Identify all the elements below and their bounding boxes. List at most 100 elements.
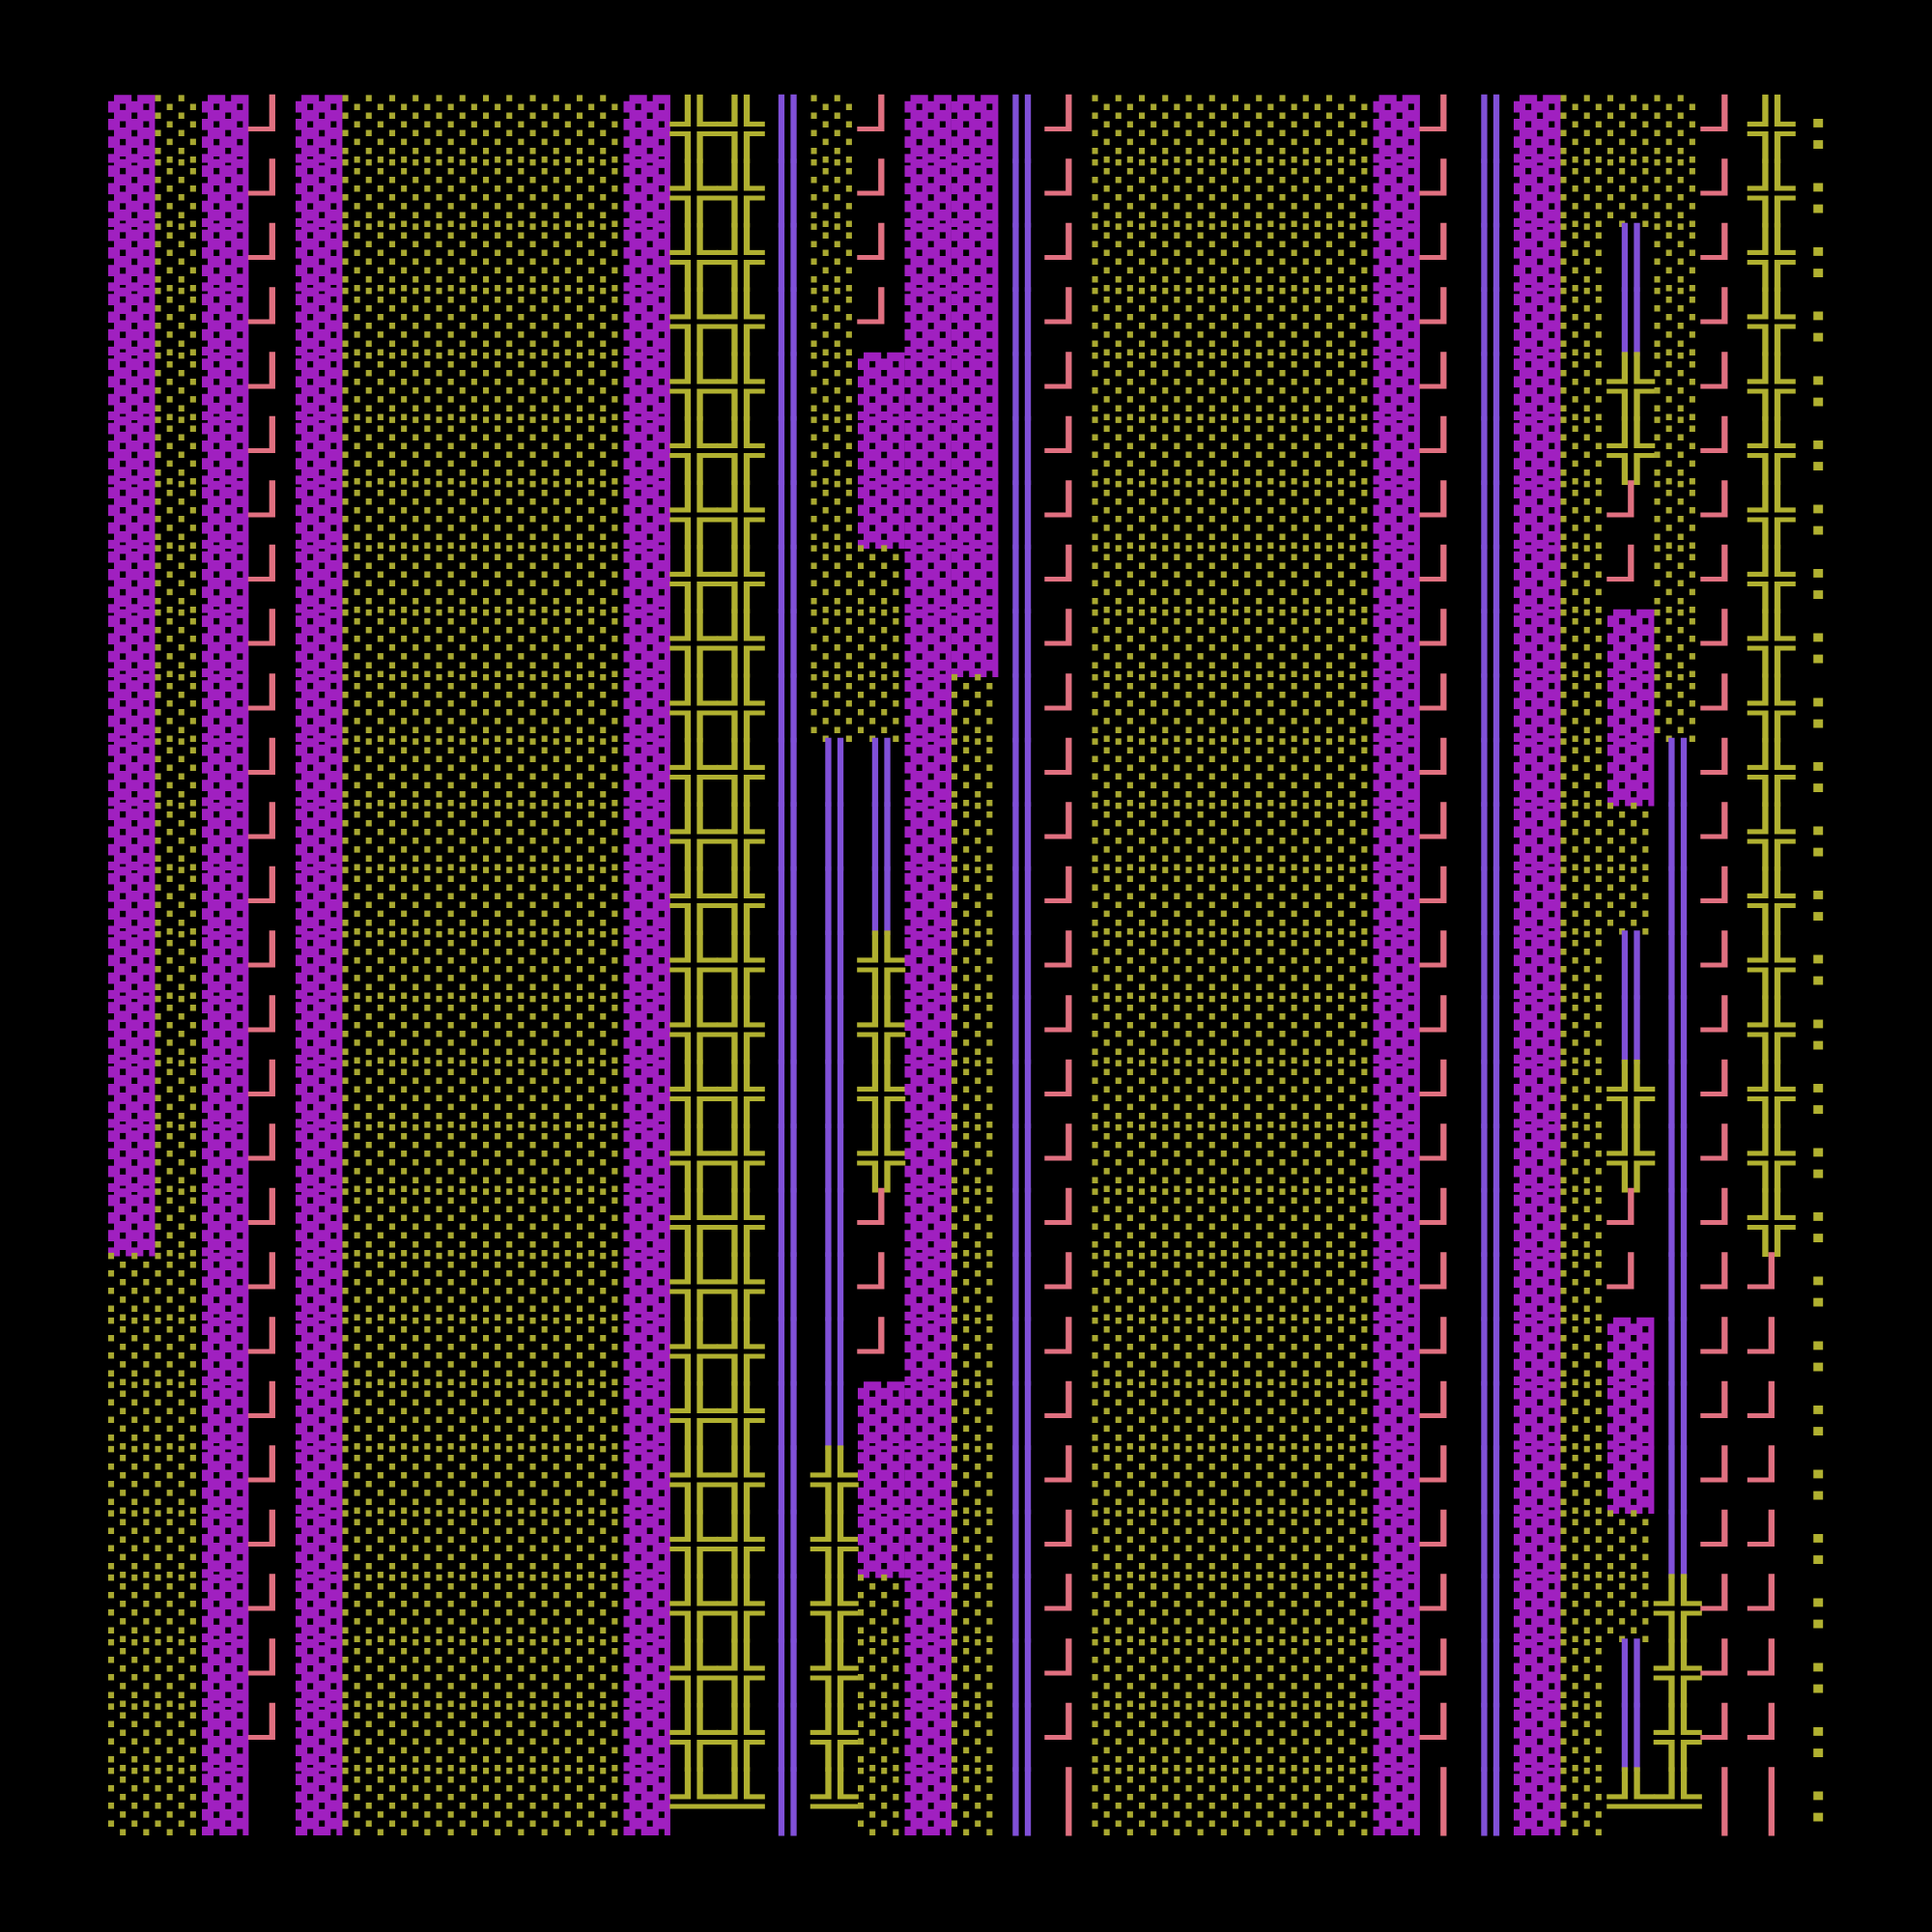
cell: ┘ [1700,1509,1748,1578]
cell: ╬ [716,415,765,486]
cell: ░ [437,1381,484,1450]
cell: ┘ [1044,802,1093,871]
cell: ░ [437,1703,484,1772]
cell: ░ [530,673,578,742]
cell: ╬ [1606,415,1656,486]
cell: : [1795,1576,1842,1643]
cell: ░ [1561,738,1608,807]
cell: ░ [1326,738,1374,807]
cell: ▓ [108,481,156,550]
cell: ░ [1186,95,1234,163]
cell: ┘ [1419,802,1467,871]
cell: ░ [577,481,624,550]
cell: ┘ [1606,1187,1655,1257]
cell: ░ [389,95,437,163]
cell: ░ [156,738,203,807]
cell: ░ [1139,95,1186,163]
cell: ░ [156,673,203,742]
cell: ▓ [858,1446,906,1515]
cell: ▓ [296,867,344,935]
cell: ░ [437,867,484,935]
cell: : [1795,1061,1842,1128]
cell: ╬ [669,1252,719,1322]
cell: ░ [1139,1446,1186,1515]
cell: ░ [1326,416,1374,485]
cell: ▓ [296,1253,344,1321]
cell: ░ [577,288,624,356]
cell: ░ [530,610,578,678]
cell: ░ [437,1446,484,1515]
cell: ┘ [247,1637,296,1707]
cell: ░ [1093,288,1140,356]
cell: ░ [1607,1575,1655,1643]
cell: ░ [1326,1768,1374,1836]
cell: ░ [577,159,624,228]
cell: ░ [530,867,578,935]
cell: ┘ [857,1187,905,1257]
cell: ╬ [669,1123,719,1194]
cell: ▓ [202,352,250,420]
cell: ┘ [247,287,296,356]
cell: ░ [1561,545,1608,613]
cell: ║ [764,415,811,485]
cell: ║ [1607,222,1655,292]
cell: ┘ [247,351,296,420]
cell: ░ [1326,352,1374,420]
cell: ┘ [1700,544,1748,613]
cell: ░ [1233,995,1280,1064]
cell: ┘ [1044,1702,1093,1772]
cell: ░ [156,995,203,1064]
cell: ▓ [296,1060,344,1128]
cell: ║ [764,1767,811,1836]
cell: ░ [1139,673,1186,742]
cell: ║ [764,1445,811,1515]
cell: ┘ [1419,866,1467,935]
cell: ║ [1655,994,1702,1064]
cell: ░ [1233,545,1280,613]
cell: ║ [1467,1574,1515,1643]
cell: ░ [952,1446,999,1515]
cell: ░ [437,1317,484,1385]
cell: ░ [1561,867,1608,935]
cell: ▓ [1374,1253,1422,1321]
cell: : [1795,674,1842,742]
cell: : [1795,353,1842,420]
cell: ╬ [669,415,719,486]
cell: ┘ [1700,737,1748,807]
cell: ║ [1467,737,1515,807]
cell: : [1795,96,1842,163]
cell: ▓ [905,1575,953,1643]
cell: ░ [577,1446,624,1515]
cell: : [1795,1511,1842,1578]
cell: ░ [530,352,578,420]
cell: ░ [1233,1124,1280,1193]
cell: ║ [764,480,811,550]
cell: ║ [999,1123,1046,1193]
cell: ▓ [1374,416,1422,485]
cell: ╬ [1747,672,1796,743]
cell: ▓ [624,1446,672,1515]
cell: ┘ [1044,1637,1093,1707]
cell: ╬ [857,1123,906,1194]
cell: ╬ [1653,1702,1702,1773]
cell: ░ [577,1510,624,1578]
cell: ║ [764,1252,811,1321]
cell: ░ [577,1188,624,1257]
cell: ░ [1233,867,1280,935]
cell: ▓ [905,1060,953,1128]
cell: ┘ [857,158,905,228]
cell: ▓ [1374,1060,1422,1128]
cell: ▓ [624,1124,672,1193]
cell: ▓ [905,1317,953,1385]
cell: ║ [1655,866,1702,935]
cell: ║ [1655,1380,1702,1450]
cell: ┘ [1044,94,1093,163]
cell: ┘ [1419,1252,1467,1321]
cell: │ [1701,1767,1748,1836]
cell: ▓ [108,610,156,678]
cell: ┘ [1044,1380,1093,1450]
cell: ░ [437,288,484,356]
cell: ░ [1326,1575,1374,1643]
cell: ░ [1561,1253,1608,1321]
cell: ▓ [1374,1575,1422,1643]
